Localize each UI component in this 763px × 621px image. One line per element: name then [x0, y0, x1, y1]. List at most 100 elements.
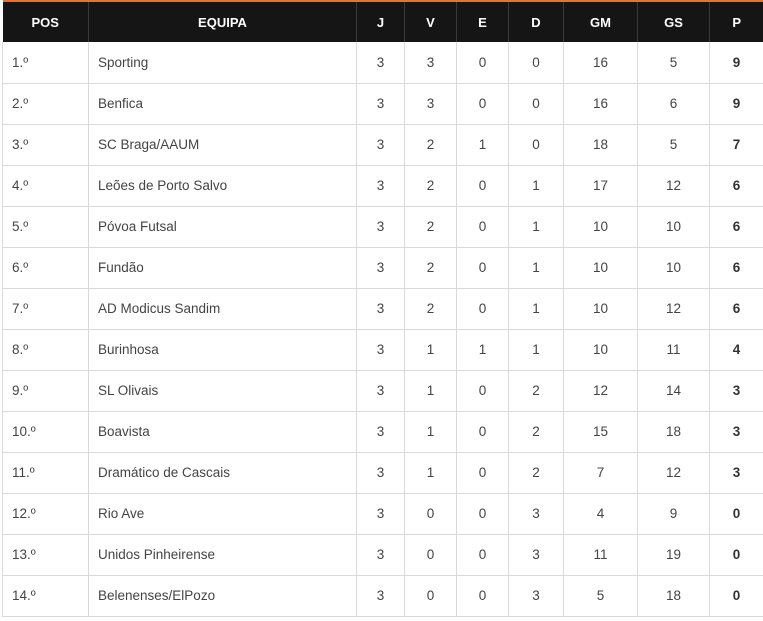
cell-wins: 1 — [404, 370, 457, 412]
cell-team: Unidos Pinheirense — [88, 534, 357, 576]
cell-points: 3 — [709, 452, 763, 494]
cell-team: AD Modicus Sandim — [88, 288, 357, 330]
cell-goals-for: 10 — [563, 247, 638, 289]
cell-losses: 1 — [508, 329, 564, 371]
cell-points: 9 — [709, 42, 763, 84]
cell-points: 6 — [709, 288, 763, 330]
cell-position: 9.º — [2, 370, 89, 412]
cell-points: 9 — [709, 83, 763, 125]
cell-draws: 0 — [456, 534, 509, 576]
cell-position: 12.º — [2, 493, 89, 535]
cell-team: Dramático de Cascais — [88, 452, 357, 494]
cell-goals-against: 11 — [637, 329, 710, 371]
cell-position: 2.º — [2, 83, 89, 125]
cell-team: SC Braga/AAUM — [88, 124, 357, 166]
cell-wins: 2 — [404, 124, 457, 166]
cell-played: 3 — [356, 83, 405, 125]
table-body: 1.º Sporting 3 3 0 0 16 5 9 2.º Benfica 3 3 0 0 16 6 9 3.º… — [2, 42, 763, 617]
cell-position: 10.º — [2, 411, 89, 453]
cell-goals-against: 18 — [637, 575, 710, 617]
cell-goals-against: 5 — [637, 124, 710, 166]
cell-points: 6 — [709, 247, 763, 289]
cell-wins: 1 — [404, 329, 457, 371]
column-header-draws: E — [456, 0, 509, 42]
cell-wins: 0 — [404, 534, 457, 576]
cell-position: 11.º — [2, 452, 89, 494]
cell-team: Sporting — [88, 42, 357, 84]
cell-team: Leões de Porto Salvo — [88, 165, 357, 207]
cell-goals-for: 7 — [563, 452, 638, 494]
cell-goals-against: 18 — [637, 411, 710, 453]
cell-played: 3 — [356, 452, 405, 494]
cell-played: 3 — [356, 124, 405, 166]
cell-draws: 0 — [456, 42, 509, 84]
cell-points: 4 — [709, 329, 763, 371]
cell-team: Belenenses/ElPozo — [88, 575, 357, 617]
cell-draws: 0 — [456, 575, 509, 617]
table-row: 1.º Sporting 3 3 0 0 16 5 9 — [2, 42, 763, 84]
cell-wins: 2 — [404, 288, 457, 330]
cell-played: 3 — [356, 329, 405, 371]
cell-played: 3 — [356, 42, 405, 84]
cell-goals-against: 12 — [637, 288, 710, 330]
column-header-wins: V — [404, 0, 457, 42]
cell-position: 8.º — [2, 329, 89, 371]
cell-points: 0 — [709, 575, 763, 617]
cell-losses: 2 — [508, 370, 564, 412]
cell-draws: 1 — [456, 124, 509, 166]
cell-team: Póvoa Futsal — [88, 206, 357, 248]
table-row: 11.º Dramático de Cascais 3 1 0 2 7 12 3 — [2, 452, 763, 494]
cell-played: 3 — [356, 534, 405, 576]
cell-position: 13.º — [2, 534, 89, 576]
table-row: 3.º SC Braga/AAUM 3 2 1 0 18 5 7 — [2, 124, 763, 166]
cell-played: 3 — [356, 370, 405, 412]
cell-goals-against: 9 — [637, 493, 710, 535]
cell-draws: 0 — [456, 452, 509, 494]
cell-losses: 0 — [508, 42, 564, 84]
cell-points: 0 — [709, 534, 763, 576]
column-header-losses: D — [508, 0, 564, 42]
column-header-goals-for: GM — [563, 0, 638, 42]
cell-wins: 2 — [404, 206, 457, 248]
cell-losses: 1 — [508, 206, 564, 248]
cell-played: 3 — [356, 288, 405, 330]
cell-draws: 0 — [456, 411, 509, 453]
cell-goals-for: 4 — [563, 493, 638, 535]
cell-played: 3 — [356, 411, 405, 453]
cell-points: 6 — [709, 165, 763, 207]
cell-goals-against: 12 — [637, 165, 710, 207]
cell-draws: 0 — [456, 288, 509, 330]
cell-played: 3 — [356, 575, 405, 617]
cell-wins: 1 — [404, 452, 457, 494]
table-row: 5.º Póvoa Futsal 3 2 0 1 10 10 6 — [2, 206, 763, 248]
column-header-team: EQUIPA — [88, 0, 357, 42]
cell-played: 3 — [356, 206, 405, 248]
table-row: 7.º AD Modicus Sandim 3 2 0 1 10 12 6 — [2, 288, 763, 330]
column-header-played: J — [356, 0, 405, 42]
cell-draws: 0 — [456, 206, 509, 248]
cell-team: Boavista — [88, 411, 357, 453]
cell-goals-for: 10 — [563, 329, 638, 371]
cell-goals-for: 12 — [563, 370, 638, 412]
table-row: 13.º Unidos Pinheirense 3 0 0 3 11 19 0 — [2, 534, 763, 576]
cell-played: 3 — [356, 247, 405, 289]
column-header-points: P — [709, 0, 763, 42]
cell-goals-for: 18 — [563, 124, 638, 166]
cell-points: 6 — [709, 206, 763, 248]
table-row: 14.º Belenenses/ElPozo 3 0 0 3 5 18 0 — [2, 575, 763, 617]
table-row: 9.º SL Olivais 3 1 0 2 12 14 3 — [2, 370, 763, 412]
table-row: 10.º Boavista 3 1 0 2 15 18 3 — [2, 411, 763, 453]
table-row: 8.º Burinhosa 3 1 1 1 10 11 4 — [2, 329, 763, 371]
cell-team: Burinhosa — [88, 329, 357, 371]
cell-losses: 0 — [508, 83, 564, 125]
cell-team: Fundão — [88, 247, 357, 289]
cell-position: 5.º — [2, 206, 89, 248]
cell-wins: 0 — [404, 575, 457, 617]
table-row: 4.º Leões de Porto Salvo 3 2 0 1 17 12 6 — [2, 165, 763, 207]
cell-goals-against: 6 — [637, 83, 710, 125]
cell-draws: 1 — [456, 329, 509, 371]
cell-goals-for: 16 — [563, 83, 638, 125]
cell-draws: 0 — [456, 83, 509, 125]
column-header-pos: POS — [2, 0, 89, 42]
